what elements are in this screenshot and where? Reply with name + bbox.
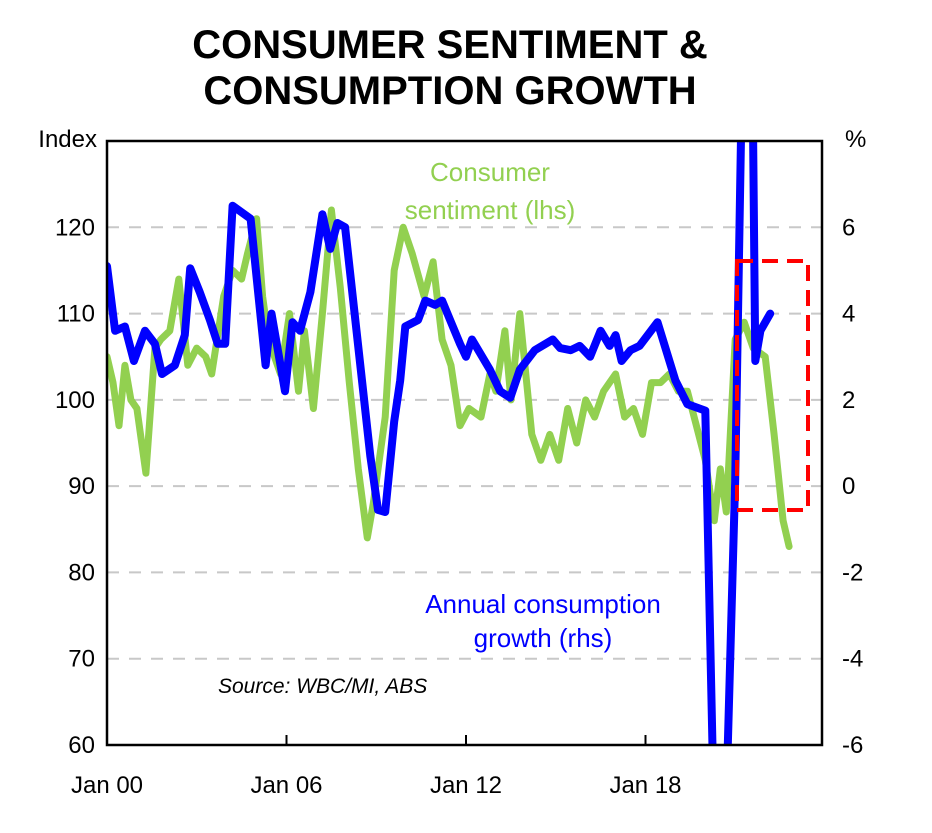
x-tick-label: Jan 12 [430,772,502,799]
axes: 60 70 80 90 100 110 120 -6 -4 -2 0 2 4 6 Jan 00 Jan 06 J… [55,214,863,799]
right-tick-label: -2 [842,559,863,586]
title-line-2: CONSUMPTION GROWTH [203,69,697,113]
right-tick-label: 0 [842,473,855,500]
source-note: Source: WBC/MI, ABS [218,675,427,698]
highlight-box [735,259,810,512]
x-tick-label: Jan 06 [250,772,322,799]
right-axis-label: % [845,126,866,153]
chart-title: CONSUMER SENTIMENT & CONSUMPTION GROWTH [0,22,900,114]
left-tick-label: 100 [55,387,95,414]
series-consumption-growth [108,142,775,744]
left-tick-label: 70 [68,646,95,673]
legend-sentiment-line-2: sentiment (lhs) [405,195,576,225]
series-lines [108,142,793,744]
left-tick-label: 80 [68,559,95,586]
right-tick-label: 4 [842,301,855,328]
left-tick-label: 60 [68,732,95,759]
x-tick-label: Jan 18 [609,772,681,799]
legend-consumption-line-1: Annual consumption [425,589,661,619]
right-tick-label: 2 [842,387,855,414]
title-line-1: CONSUMER SENTIMENT & [192,23,708,67]
left-axis-label: Index [38,126,97,153]
right-tick-label: 6 [842,214,855,241]
x-tick-label: Jan 00 [71,772,143,799]
left-tick-label: 110 [57,301,95,328]
right-tick-label: -6 [842,732,863,759]
legend-consumption-line-2: growth (rhs) [474,623,613,653]
left-tick-label: 90 [68,473,95,500]
legend-sentiment-line-1: Consumer [430,157,550,187]
series-consumer-sentiment [108,206,793,550]
plot-frame [105,139,824,747]
left-tick-label: 120 [55,214,95,241]
right-tick-label: -4 [842,646,863,673]
